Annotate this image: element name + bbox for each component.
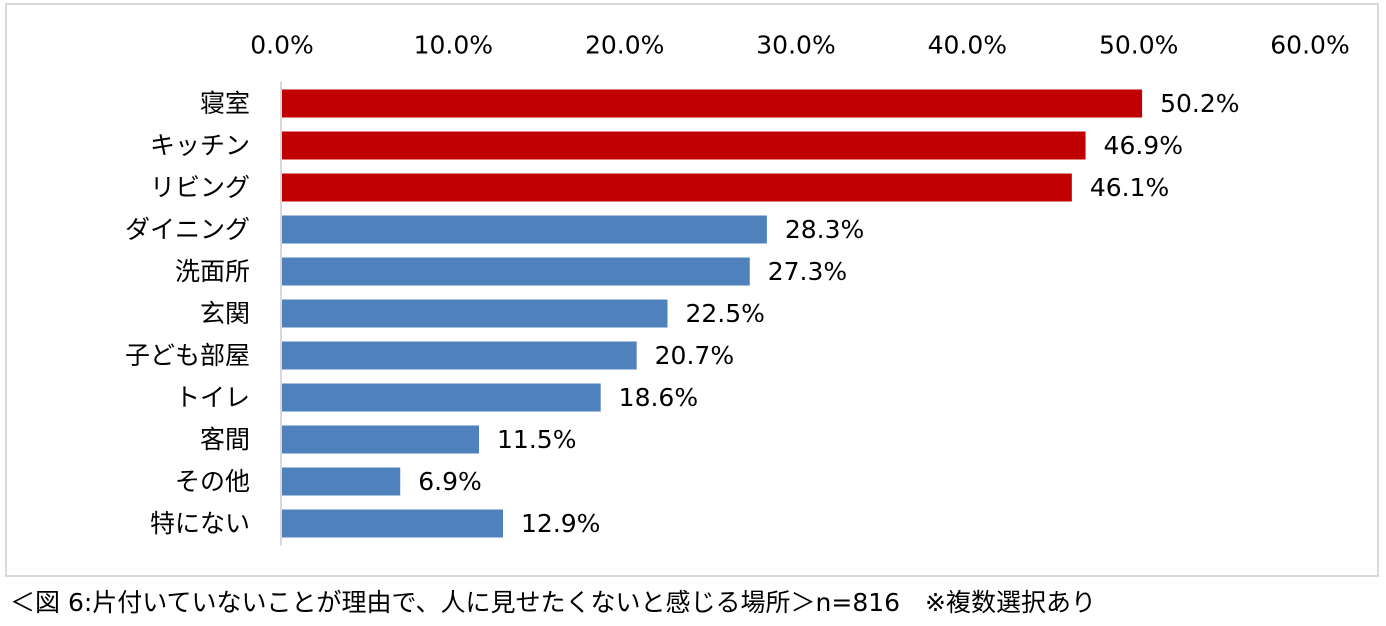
x-tick-label: 50.0%: [1099, 31, 1178, 60]
category-label: 洗面所: [175, 257, 250, 286]
bar: [282, 509, 504, 538]
x-axis-ticks: 0.0% 10.0% 20.0% 30.0% 40.0% 50.0% 60.0%: [250, 31, 1349, 60]
value-labels: 50.2% 46.9% 46.1% 28.3% 27.3%22.5% 20.7% 18.6%…: [418, 89, 1239, 538]
bar: [282, 341, 637, 370]
x-tick-label: 10.0%: [414, 31, 493, 60]
value-label: 12.9%: [521, 509, 600, 538]
bar: [282, 383, 601, 412]
value-label: 28.3%: [785, 215, 864, 244]
category-label: 子ども部屋: [125, 341, 250, 370]
category-label: 特にない: [150, 509, 250, 538]
category-label: 玄関: [200, 299, 250, 328]
value-label: 46.9%: [1104, 131, 1183, 160]
bar: [282, 257, 750, 286]
value-label: 22.5%: [686, 299, 765, 328]
bar: [282, 131, 1086, 160]
value-label: 20.7%: [655, 341, 734, 370]
x-tick-label: 40.0%: [928, 31, 1007, 60]
value-label: 50.2%: [1160, 89, 1239, 118]
category-label: その他: [175, 467, 250, 496]
x-tick-label: 0.0%: [250, 31, 314, 60]
value-label: 11.5%: [497, 425, 576, 454]
x-tick-label: 30.0%: [756, 31, 835, 60]
value-label: 18.6%: [619, 383, 698, 412]
category-label: 寝室: [200, 89, 250, 118]
value-label: 27.3%: [768, 257, 847, 286]
category-label: トイレ: [175, 383, 250, 412]
bar: [282, 425, 480, 454]
category-label: リビング: [150, 173, 250, 202]
category-label: キッチン: [150, 131, 250, 160]
bar: [282, 299, 668, 328]
bars: [282, 89, 1143, 538]
bar: [282, 467, 401, 496]
value-label: 46.1%: [1090, 173, 1169, 202]
category-label: ダイニング: [125, 215, 250, 244]
value-label: 6.9%: [418, 467, 482, 496]
chart-caption: ＜図 6:片付いていないことが理由で、人に見せたくないと感じる場所＞n=816 …: [10, 588, 1096, 617]
bar: [282, 173, 1072, 202]
bar: [282, 215, 767, 244]
bar: [282, 89, 1143, 118]
x-tick-label: 60.0%: [1270, 31, 1349, 60]
category-label: 客間: [200, 425, 250, 454]
x-tick-label: 20.0%: [585, 31, 664, 60]
